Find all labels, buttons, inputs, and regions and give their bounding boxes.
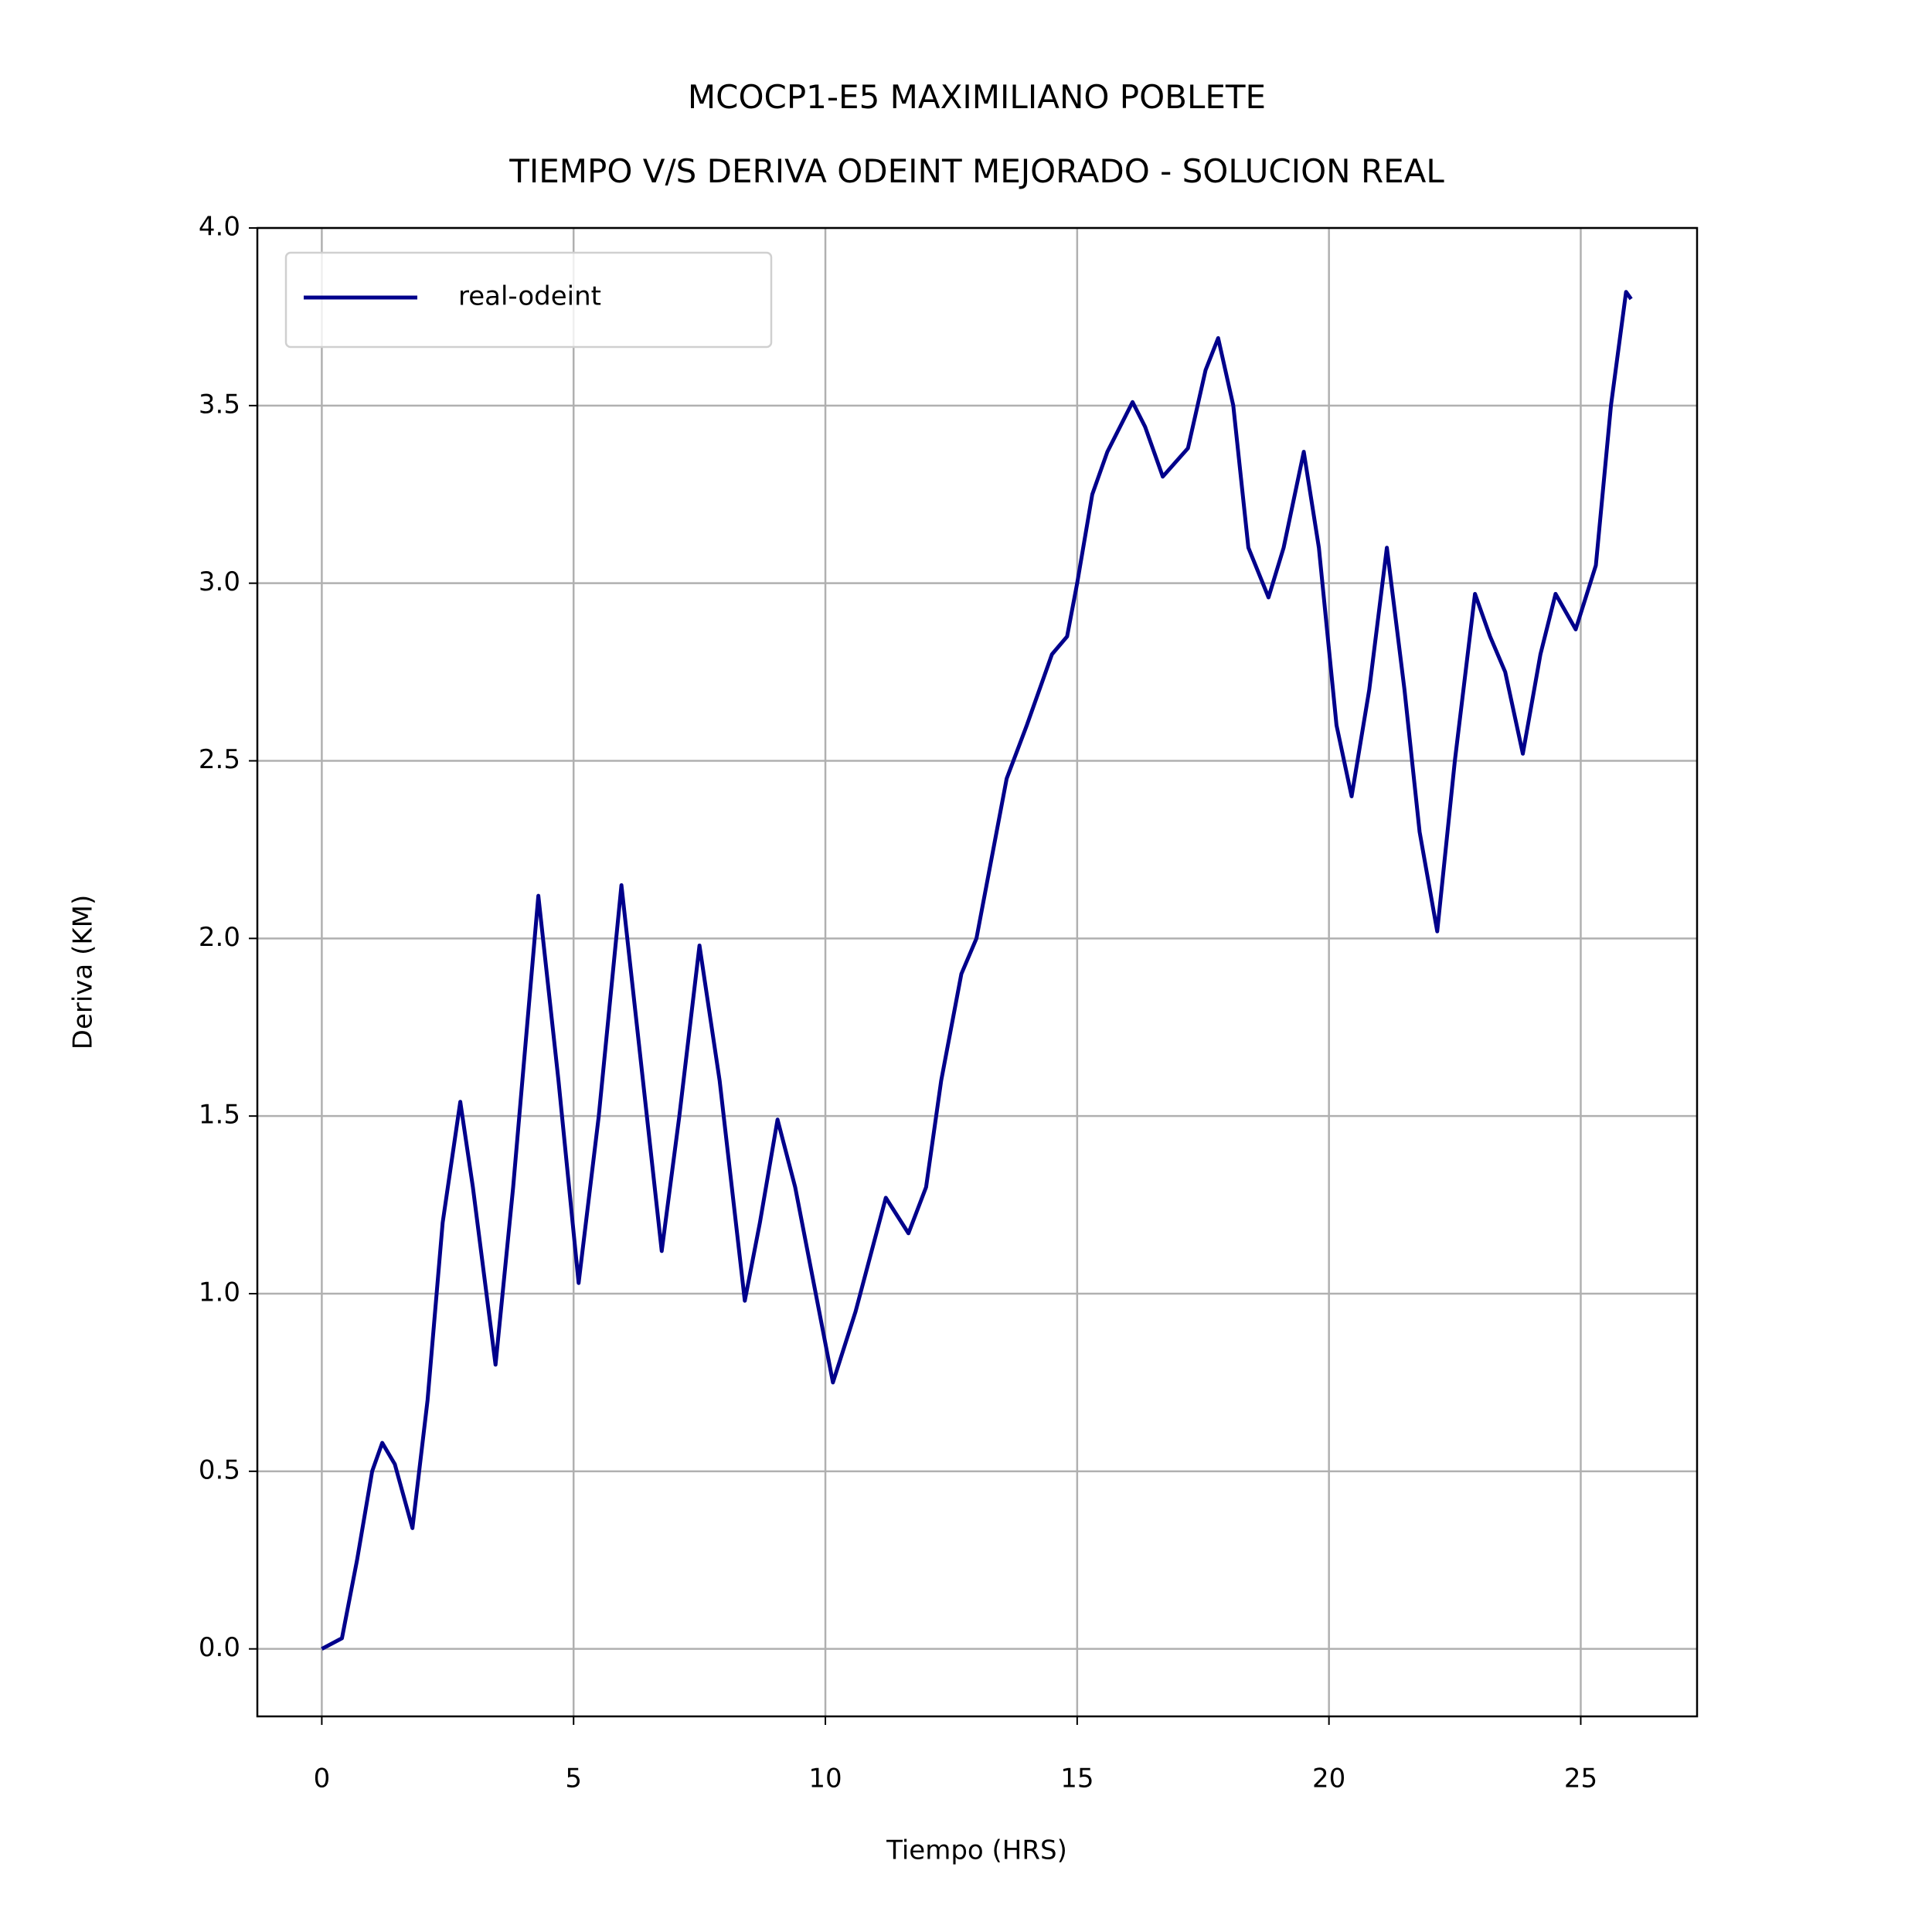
- x-tick-label: 5: [565, 1764, 582, 1794]
- data-line: [321, 290, 1633, 1651]
- x-tick-label: 20: [1312, 1764, 1345, 1794]
- plot-frame: [256, 226, 1699, 1718]
- y-tick-label: 0.5: [199, 1454, 240, 1485]
- x-tick-label: 25: [1564, 1764, 1597, 1794]
- y-tick-label: 3.0: [199, 566, 240, 597]
- x-tick-label: 15: [1060, 1764, 1094, 1794]
- y-tick-label: 3.5: [199, 389, 240, 420]
- y-tick-label: 1.5: [199, 1100, 240, 1131]
- y-tick-label: 1.0: [199, 1277, 240, 1308]
- legend-label: real-odeint: [458, 281, 601, 312]
- y-tick-label: 2.5: [199, 744, 240, 775]
- legend-box: [284, 251, 773, 349]
- x-tick-label: 10: [808, 1764, 842, 1794]
- x-axis-label: Tiempo (HRS): [886, 1835, 1067, 1866]
- chart-title: MCOCP1-E5 MAXIMILIANO POBLETE TIEMPO V/S …: [509, 78, 1444, 190]
- y-tick-label: 4.0: [199, 212, 240, 243]
- y-tick-label: 0.0: [199, 1632, 240, 1663]
- y-axis-label: Deriva (KM): [68, 895, 99, 1049]
- x-tick-label: 0: [314, 1764, 331, 1794]
- y-tick-label: 2.0: [199, 922, 240, 953]
